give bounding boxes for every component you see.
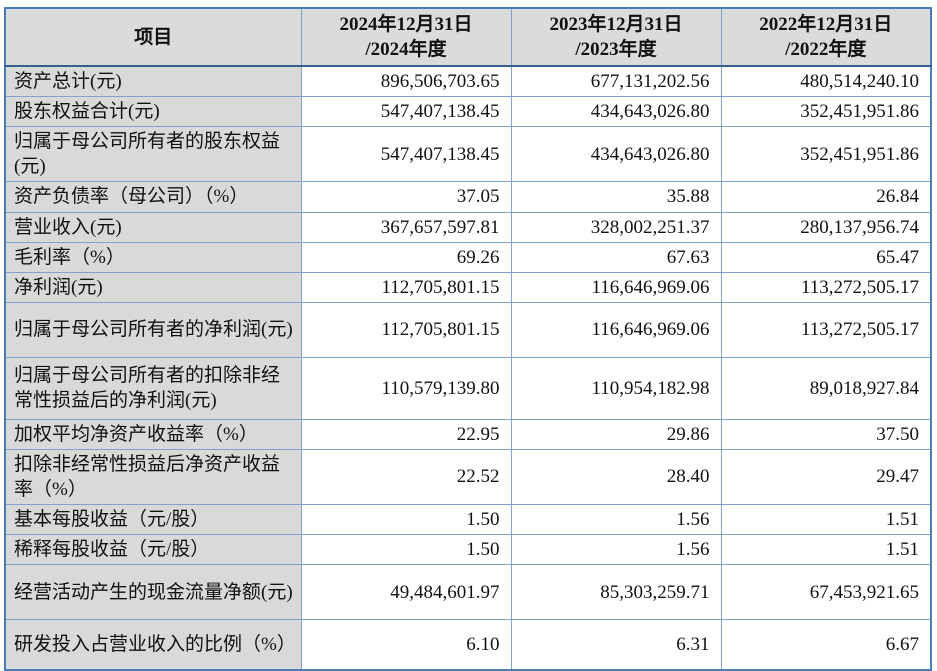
value-cell: 367,657,597.81 bbox=[300, 211, 512, 243]
value-cell: 6.10 bbox=[300, 619, 512, 671]
row-label-cell: 净利润(元) bbox=[4, 271, 302, 303]
value-cell: 65.47 bbox=[720, 241, 932, 273]
table-row: 毛利率（%） 69.26 67.63 65.47 bbox=[4, 241, 932, 273]
row-label-cell: 加权平均净资产收益率（%） bbox=[4, 418, 302, 450]
row-label-cell: 归属于母公司所有者的净利润(元) bbox=[4, 301, 302, 358]
header-row: 项目 2024年12月31日 /2024年度 2023年12月31日 /2023… bbox=[4, 7, 932, 68]
value-cell: 480,514,240.10 bbox=[720, 65, 932, 98]
value-cell: 22.95 bbox=[300, 418, 512, 450]
row-label-cell: 营业收入(元) bbox=[4, 211, 302, 243]
value-cell: 1.56 bbox=[510, 504, 722, 536]
column-header-2022: 2022年12月31日 /2022年度 bbox=[720, 7, 932, 68]
value-cell: 110,579,139.80 bbox=[300, 356, 512, 420]
value-cell: 116,646,969.06 bbox=[510, 301, 722, 358]
header-date-line: 2023年12月31日 bbox=[549, 14, 683, 35]
table-row: 研发投入占营业收入的比例（%） 6.10 6.31 6.67 bbox=[4, 619, 932, 671]
table-row: 扣除非经常性损益后净资产收益率（%） 22.52 28.40 29.47 bbox=[4, 448, 932, 506]
header-period-line: /2023年度 bbox=[575, 39, 657, 61]
value-cell: 35.88 bbox=[510, 181, 722, 213]
header-date-line: 2022年12月31日 bbox=[759, 14, 893, 35]
table-row: 加权平均净资产收益率（%） 22.95 29.86 37.50 bbox=[4, 418, 932, 450]
row-label-cell: 资产总计(元) bbox=[4, 65, 302, 98]
value-cell: 434,643,026.80 bbox=[510, 96, 722, 128]
table-row: 资产总计(元) 896,506,703.65 677,131,202.56 48… bbox=[4, 65, 932, 98]
value-cell: 280,137,956.74 bbox=[720, 211, 932, 243]
value-cell: 28.40 bbox=[510, 448, 722, 506]
row-label-cell: 基本每股收益（元/股） bbox=[4, 504, 302, 536]
value-cell: 67,453,921.65 bbox=[720, 564, 932, 621]
value-cell: 116,646,969.06 bbox=[510, 271, 722, 303]
value-cell: 328,002,251.37 bbox=[510, 211, 722, 243]
financial-summary: 项目 2024年12月31日 /2024年度 2023年12月31日 /2023… bbox=[4, 7, 932, 671]
value-cell: 6.67 bbox=[720, 619, 932, 671]
row-label-cell: 稀释每股收益（元/股） bbox=[4, 534, 302, 566]
table-row: 资产负债率（母公司）（%） 37.05 35.88 26.84 bbox=[4, 181, 932, 213]
value-cell: 37.05 bbox=[300, 181, 512, 213]
value-cell: 1.51 bbox=[720, 534, 932, 566]
value-cell: 1.50 bbox=[300, 534, 512, 566]
value-cell: 37.50 bbox=[720, 418, 932, 450]
value-cell: 677,131,202.56 bbox=[510, 65, 722, 98]
value-cell: 547,407,138.45 bbox=[300, 126, 512, 183]
row-label-cell: 毛利率（%） bbox=[4, 241, 302, 273]
value-cell: 110,954,182.98 bbox=[510, 356, 722, 420]
value-cell: 896,506,703.65 bbox=[300, 65, 512, 98]
value-cell: 1.56 bbox=[510, 534, 722, 566]
value-cell: 113,272,505.17 bbox=[720, 301, 932, 358]
row-label-cell: 经营活动产生的现金流量净额(元) bbox=[4, 564, 302, 621]
row-label-cell: 归属于母公司所有者的股东权益(元) bbox=[4, 126, 302, 183]
value-cell: 85,303,259.71 bbox=[510, 564, 722, 621]
table-row: 归属于母公司所有者的股东权益(元) 547,407,138.45 434,643… bbox=[4, 126, 932, 183]
financial-summary-table: 项目 2024年12月31日 /2024年度 2023年12月31日 /2023… bbox=[4, 7, 932, 671]
header-period-line: /2022年度 bbox=[785, 39, 867, 61]
value-cell: 352,451,951.86 bbox=[720, 126, 932, 183]
table-row: 净利润(元) 112,705,801.15 116,646,969.06 113… bbox=[4, 271, 932, 303]
value-cell: 22.52 bbox=[300, 448, 512, 506]
column-header-item: 项目 bbox=[4, 7, 302, 68]
value-cell: 29.47 bbox=[720, 448, 932, 506]
table-row: 稀释每股收益（元/股） 1.50 1.56 1.51 bbox=[4, 534, 932, 566]
table-row: 股东权益合计(元) 547,407,138.45 434,643,026.80 … bbox=[4, 96, 932, 128]
value-cell: 112,705,801.15 bbox=[300, 301, 512, 358]
table-row: 经营活动产生的现金流量净额(元) 49,484,601.97 85,303,25… bbox=[4, 564, 932, 621]
value-cell: 113,272,505.17 bbox=[720, 271, 932, 303]
row-label-cell: 研发投入占营业收入的比例（%） bbox=[4, 619, 302, 671]
table-row: 基本每股收益（元/股） 1.50 1.56 1.51 bbox=[4, 504, 932, 536]
value-cell: 29.86 bbox=[510, 418, 722, 450]
value-cell: 1.50 bbox=[300, 504, 512, 536]
value-cell: 49,484,601.97 bbox=[300, 564, 512, 621]
column-header-2023: 2023年12月31日 /2023年度 bbox=[510, 7, 722, 68]
value-cell: 547,407,138.45 bbox=[300, 96, 512, 128]
value-cell: 26.84 bbox=[720, 181, 932, 213]
header-period-line: /2024年度 bbox=[365, 39, 447, 61]
value-cell: 89,018,927.84 bbox=[720, 356, 932, 420]
value-cell: 6.31 bbox=[510, 619, 722, 671]
row-label-cell: 扣除非经常性损益后净资产收益率（%） bbox=[4, 448, 302, 506]
column-header-2024: 2024年12月31日 /2024年度 bbox=[300, 7, 512, 68]
value-cell: 352,451,951.86 bbox=[720, 96, 932, 128]
table-row: 营业收入(元) 367,657,597.81 328,002,251.37 28… bbox=[4, 211, 932, 243]
value-cell: 1.51 bbox=[720, 504, 932, 536]
row-label-cell: 资产负债率（母公司）（%） bbox=[4, 181, 302, 213]
header-date-line: 2024年12月31日 bbox=[339, 14, 473, 35]
row-label-cell: 股东权益合计(元) bbox=[4, 96, 302, 128]
row-label-cell: 归属于母公司所有者的扣除非经常性损益后的净利润(元) bbox=[4, 356, 302, 420]
table-row: 归属于母公司所有者的扣除非经常性损益后的净利润(元) 110,579,139.8… bbox=[4, 356, 932, 420]
table-row: 归属于母公司所有者的净利润(元) 112,705,801.15 116,646,… bbox=[4, 301, 932, 358]
value-cell: 67.63 bbox=[510, 241, 722, 273]
value-cell: 434,643,026.80 bbox=[510, 126, 722, 183]
value-cell: 69.26 bbox=[300, 241, 512, 273]
value-cell: 112,705,801.15 bbox=[300, 271, 512, 303]
